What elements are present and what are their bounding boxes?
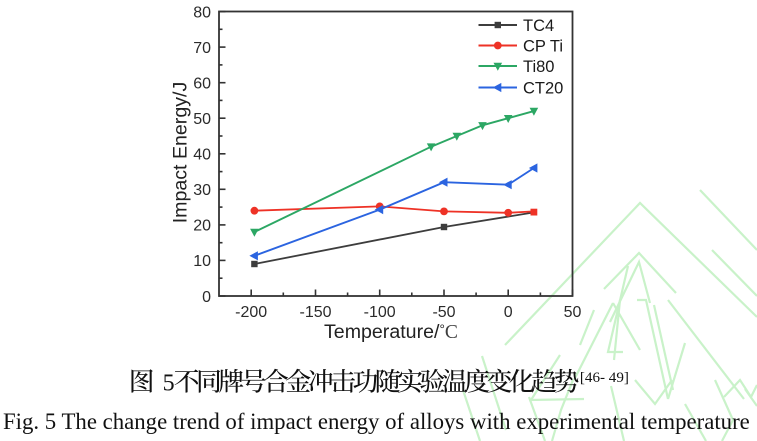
svg-text:20: 20 xyxy=(193,218,211,235)
svg-text:[46- 49]: [46- 49] xyxy=(580,370,629,386)
svg-text:50: 50 xyxy=(193,111,211,128)
svg-text:Impact Energy/J: Impact Energy/J xyxy=(170,82,192,224)
svg-text:30: 30 xyxy=(193,182,211,199)
svg-text:CP Ti: CP Ti xyxy=(523,37,563,55)
svg-text:CT20: CT20 xyxy=(523,79,563,97)
svg-text:TC4: TC4 xyxy=(523,17,554,35)
svg-text:-50: -50 xyxy=(432,304,455,321)
svg-text:0: 0 xyxy=(504,304,513,321)
svg-text:40: 40 xyxy=(193,147,211,164)
svg-text:Ti80: Ti80 xyxy=(523,58,555,76)
svg-text:10: 10 xyxy=(193,253,211,270)
svg-text:70: 70 xyxy=(193,40,211,57)
svg-text:Fig. 5 The change trend of imp: Fig. 5 The change trend of impact energy… xyxy=(3,409,750,434)
svg-text:-200: -200 xyxy=(235,304,267,321)
svg-text:0: 0 xyxy=(202,289,211,306)
svg-text:-100: -100 xyxy=(364,304,396,321)
svg-text:50: 50 xyxy=(564,304,582,321)
svg-text:5: 5 xyxy=(163,371,175,397)
svg-text:80: 80 xyxy=(193,4,211,21)
svg-text:Temperature/°C: Temperature/°C xyxy=(324,321,458,343)
svg-text:-150: -150 xyxy=(299,304,331,321)
svg-text:60: 60 xyxy=(193,76,211,93)
